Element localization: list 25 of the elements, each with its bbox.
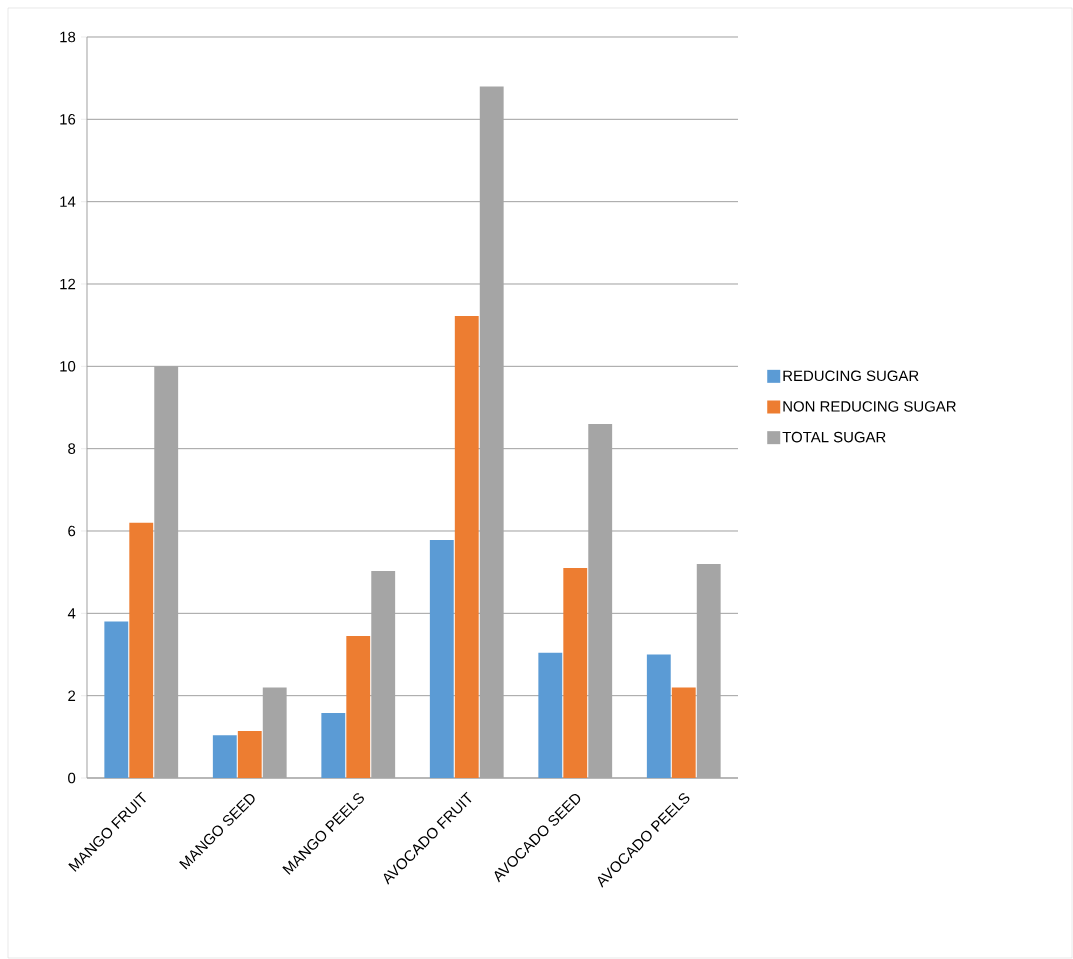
y-tick-label: 10 — [60, 361, 76, 372]
bar — [346, 635, 371, 778]
legend-label: TOTAL SUGAR — [782, 431, 886, 443]
y-tick-label: 18 — [60, 31, 76, 43]
bar — [429, 540, 454, 778]
y-tick-label: 12 — [60, 278, 76, 290]
y-tick-label: 6 — [68, 525, 76, 537]
bar — [538, 652, 563, 778]
bar — [321, 712, 346, 778]
y-tick-label: 14 — [60, 196, 76, 207]
y-tick-label: 0 — [68, 772, 76, 784]
y-tick-label: 16 — [60, 114, 76, 125]
y-tick-label: 4 — [67, 608, 76, 619]
legend-label: NON REDUCING SUGAR — [783, 401, 956, 412]
bar — [646, 654, 671, 778]
bar — [212, 735, 237, 778]
y-tick-label: 2 — [68, 690, 76, 701]
bar — [454, 316, 479, 778]
bar — [563, 568, 588, 778]
legend-label: REDUCING SUGAR — [783, 370, 919, 382]
y-tick-label: 8 — [68, 443, 76, 454]
bar — [671, 687, 696, 778]
bar — [129, 522, 154, 778]
bar — [237, 731, 262, 778]
bar — [104, 621, 129, 778]
